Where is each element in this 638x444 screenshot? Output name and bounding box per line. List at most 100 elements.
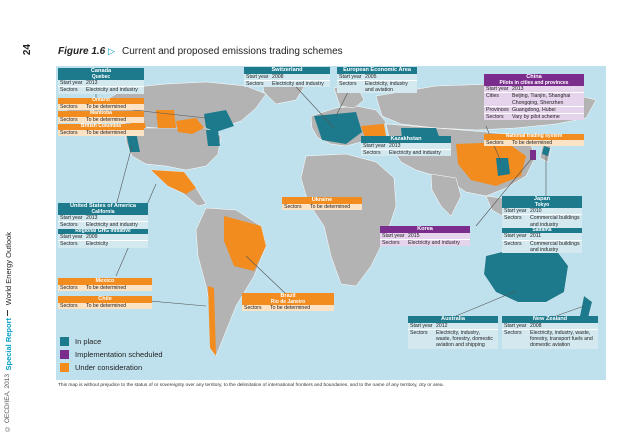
box-ukraine-header: Ukraine [282, 197, 362, 204]
box-japan-start-year: 2010 [530, 208, 542, 214]
figure-label: Figure 1.6 [58, 46, 106, 57]
box-china-start-year: 2013 [512, 86, 524, 92]
box-australia-header: Australia [408, 316, 498, 323]
box-canada-sectors: Electricity and industry [86, 87, 138, 94]
box-brazil-header: Brazil [242, 293, 334, 300]
land-india [430, 173, 462, 217]
box-nz: New Zealand Start year 2008 Sectors Electr… [502, 316, 598, 349]
label-sectors: Sectors [60, 87, 78, 94]
region-chile [208, 286, 216, 356]
box-china: China Pilots in cities and provinces Sta… [484, 74, 584, 121]
label-sectors: Sectors [60, 302, 78, 309]
box-kazakhstan-start-year: 2013 [389, 142, 401, 149]
box-switzerland: Switzerland Start year 2008 Sectors Electr… [244, 67, 330, 88]
box-korea-sectors: Electricity and industry [408, 239, 460, 246]
box-korea-header: Korea [380, 226, 470, 233]
legend-label-in-place: In place [75, 337, 102, 346]
legend-item-scheduled: Implementation scheduled [60, 349, 163, 360]
figure-title: Current and proposed emissions trading s… [122, 46, 343, 57]
region-china-pilots [496, 158, 510, 176]
label-start-year: Start year [504, 233, 527, 240]
legend-swatch-consideration [60, 363, 69, 372]
box-canada-header: Canada [58, 68, 144, 75]
label-sectors: Sectors [60, 284, 78, 291]
legend: In place Implementation scheduled Under … [60, 336, 163, 375]
box-brazil: Brazil Rio de Janeiro Sectors To be deter… [242, 293, 334, 312]
label-sectors: Sectors [339, 80, 357, 87]
box-ukraine: Ukraine Sectors To be determined [282, 197, 362, 210]
legend-swatch-in-place [60, 337, 69, 346]
box-japan: Japan Tokyo Start year 2010 Sectors Commer… [502, 196, 582, 254]
region-quebec [204, 110, 234, 132]
label-sectors: Sectors [60, 103, 78, 110]
legend-item-in-place: In place [60, 336, 163, 347]
copyright: © OECD/IEA, 2013 [4, 374, 11, 432]
region-australia [484, 246, 568, 302]
box-eu-sectors: Electricity, industry and aviation [365, 80, 408, 94]
legend-label-scheduled: Implementation scheduled [75, 350, 163, 359]
map-footnote: This map is without prejudice to the sta… [58, 383, 444, 388]
label-start-year: Start year [339, 73, 362, 80]
box-australia: Australia Start year 2012 Sectors Electric… [408, 316, 498, 349]
box-usa: United States of America California Star… [58, 203, 148, 248]
box-usa-sub2: Regional GHG Initiative [58, 228, 148, 235]
box-usa-start-year: 2013 [86, 215, 98, 221]
legend-item-consideration: Under consideration [60, 362, 163, 373]
label-provinces: Provinces [486, 106, 509, 113]
label-sectors: Sectors [60, 116, 78, 123]
label-sectors: Sectors [382, 239, 400, 246]
leader-australia [455, 290, 517, 317]
box-korea: Korea Start year 2015 Sectors Electricity … [380, 226, 470, 247]
box-brazil-sectors: To be determined [270, 305, 311, 311]
box-bc: British Columbia Sectors To be determined [58, 123, 144, 136]
box-chile-header: Chile [58, 296, 152, 303]
box-japan-sub: Tokyo [502, 202, 582, 208]
box-eu: European Economic Area Start year 2005 Se… [337, 67, 417, 94]
label-sectors: Sectors [504, 215, 522, 222]
leader-usa [115, 145, 133, 207]
box-manitoba-sectors: To be determined [86, 116, 127, 123]
label-sectors: Sectors [363, 149, 381, 156]
box-ontario-header: Ontario [58, 97, 144, 104]
box-korea-start-year: 2015 [408, 232, 420, 239]
region-nz [580, 296, 592, 318]
side-report-subtitle: Special Report [4, 318, 13, 371]
box-usa-sub: California [58, 209, 148, 215]
leader-korea [475, 157, 533, 227]
box-japan-sectors: Commercial buildings and industry [530, 215, 580, 228]
label-sectors: Sectors [60, 241, 78, 248]
region-mexico [151, 170, 196, 194]
page-number: 24 [22, 44, 33, 56]
box-mexico-header: Mexico [58, 278, 152, 285]
box-canada: Canada Quebec Start year 2013 Sectors Elec… [58, 68, 144, 94]
box-ontario-sectors: To be determined [86, 103, 127, 110]
label-start-year: Start year [363, 142, 386, 149]
label-start-year: Start year [382, 232, 405, 239]
label-sectors: Sectors [410, 329, 428, 336]
region-california [126, 132, 140, 152]
figure-arrow-icon: ▷ [108, 46, 115, 56]
box-japan-sectors2: Commercial buildings and industry [530, 240, 580, 253]
label-sectors: Sectors [504, 329, 522, 336]
box-nz-start-year: 2008 [530, 322, 542, 329]
box-australia-sectors: Electricity, industry, waste, forestry, … [436, 329, 493, 349]
legend-swatch-scheduled [60, 350, 69, 359]
label-sectors: Sectors [504, 240, 522, 247]
box-ontario: Ontario Sectors To be determined [58, 97, 144, 110]
box-bc-sectors: To be determined [86, 129, 127, 136]
region-manitoba [156, 110, 176, 128]
box-china-provinces: Guangdong, Hubei [512, 106, 556, 113]
region-japan-tokyo [542, 146, 550, 156]
box-manitoba: Manitoba Sectors To be determined [58, 110, 144, 123]
side-divider [7, 310, 8, 316]
box-chile-sectors: To be determined [86, 302, 127, 309]
region-korea [530, 150, 536, 160]
box-mexico: Mexico Sectors To be determined [58, 278, 152, 291]
box-chile: Chile Sectors To be determined [58, 296, 152, 309]
box-switzerland-sectors: Electricity and industry [272, 80, 324, 87]
box-china-sub: Pilots in cities and provinces [484, 80, 584, 86]
box-brazil-sub: Rio de Janeiro [242, 299, 334, 305]
label-start-year: Start year [504, 322, 527, 329]
box-kazakhstan-header: Kazakhstan [361, 136, 451, 143]
box-bc-header: British Columbia [58, 123, 144, 130]
